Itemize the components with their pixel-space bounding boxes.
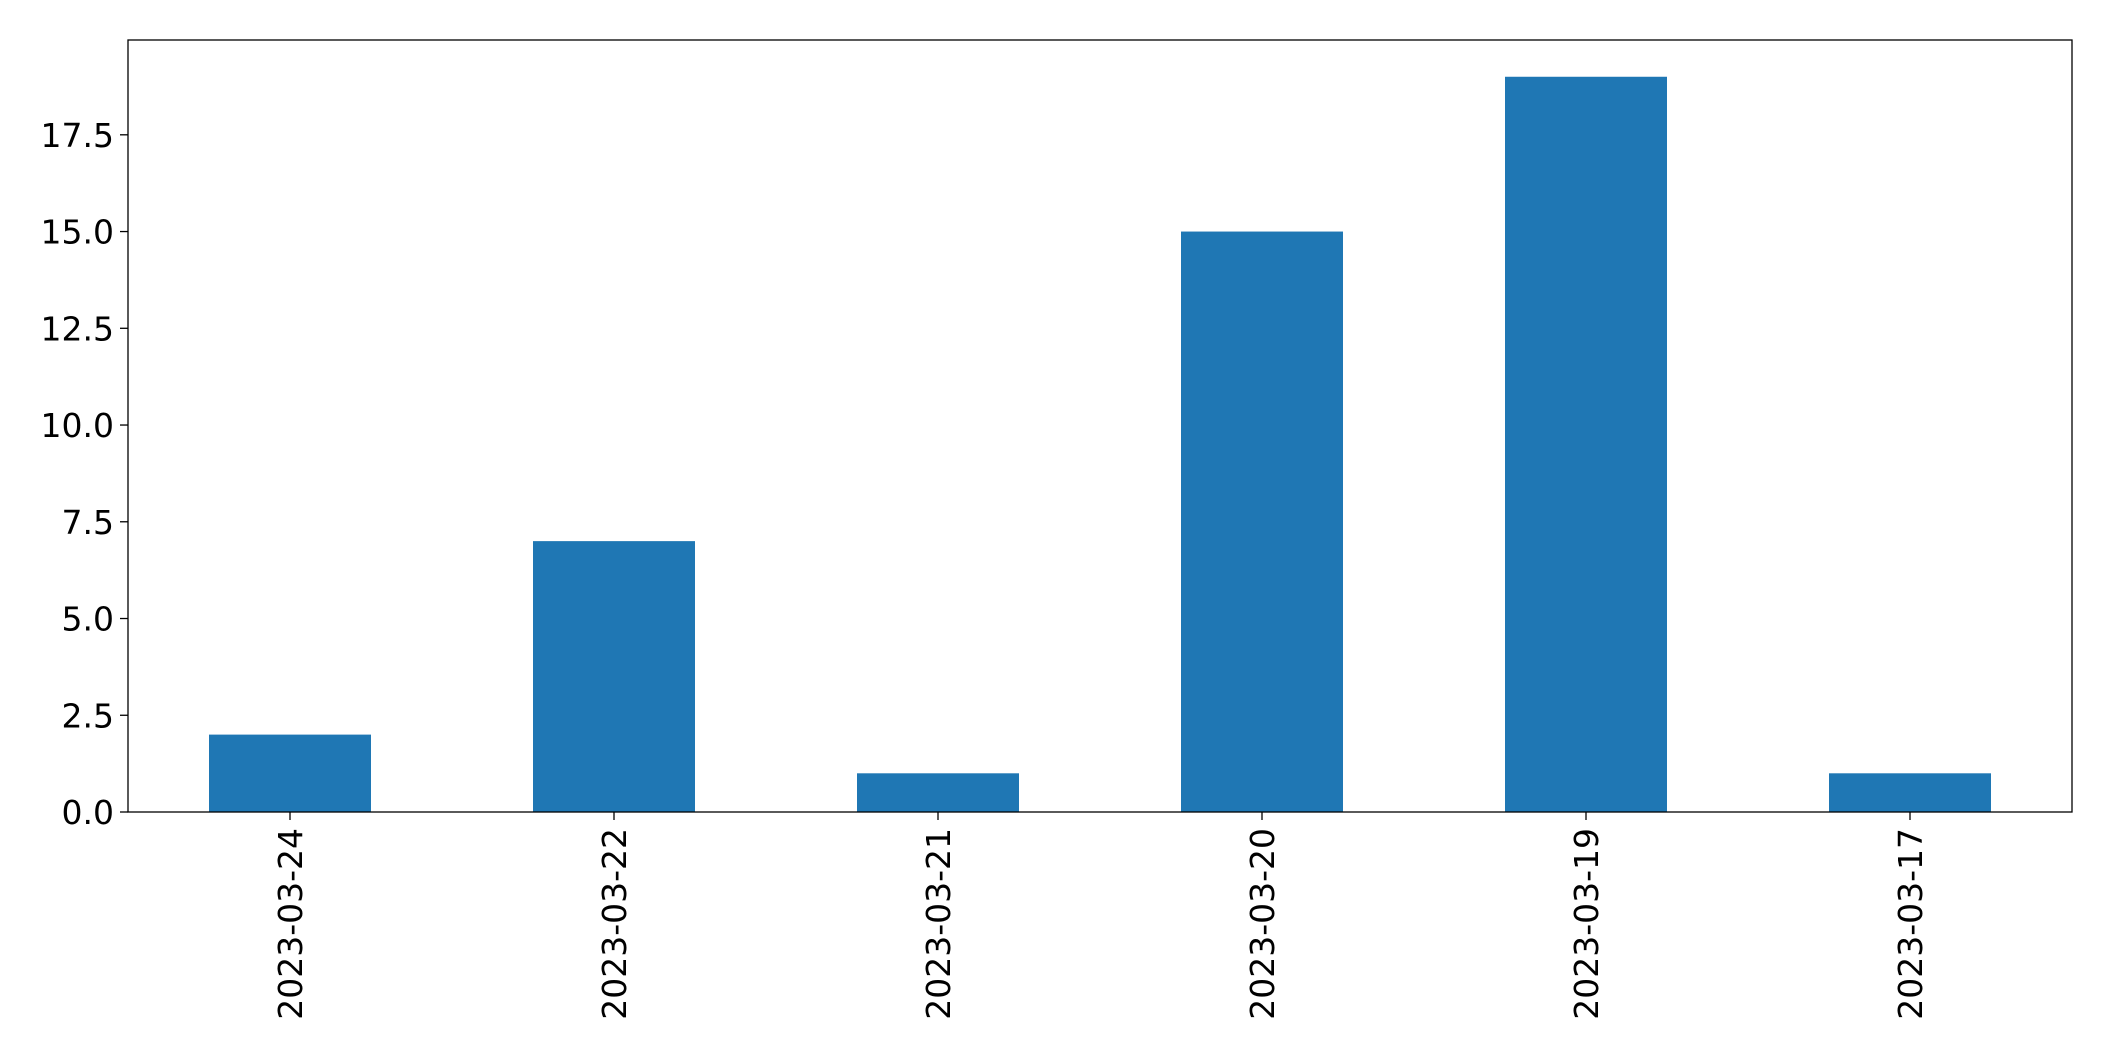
x-axis: 2023-03-24 2023-03-22 2023-03-21 2023-03-20… xyxy=(271,812,1930,1020)
y-tick-label: 0.0 xyxy=(62,793,114,832)
y-tick-label: 2.5 xyxy=(62,696,114,735)
y-tick-label: 17.5 xyxy=(41,116,114,155)
x-tick-label: 2023-03-24 xyxy=(271,828,310,1020)
x-tick-label: 2023-03-17 xyxy=(1891,828,1930,1020)
bar-2023-03-21 xyxy=(857,773,1019,812)
plot-frame xyxy=(127,39,2073,813)
bar-2023-03-17 xyxy=(1829,773,1991,812)
x-tick-label: 2023-03-21 xyxy=(919,828,958,1020)
y-axis: 0.0 2.5 5.0 7.5 10.0 12.5 15.0 17.5 xyxy=(41,116,128,832)
y-tick-label: 12.5 xyxy=(41,309,114,348)
x-tick-label: 2023-03-19 xyxy=(1567,828,1606,1020)
bar-2023-03-19 xyxy=(1505,76,1667,812)
y-tick-label: 15.0 xyxy=(41,213,114,252)
bar-2023-03-22 xyxy=(533,541,695,812)
y-tick-label: 10.0 xyxy=(41,406,114,445)
x-tick-label: 2023-03-22 xyxy=(595,828,634,1020)
y-tick-label: 7.5 xyxy=(62,503,114,542)
bar-series xyxy=(209,76,1991,812)
bar-2023-03-20 xyxy=(1181,231,1343,812)
y-tick-label: 5.0 xyxy=(62,600,114,639)
x-tick-label: 2023-03-20 xyxy=(1243,828,1282,1020)
bar-2023-03-24 xyxy=(209,734,371,812)
